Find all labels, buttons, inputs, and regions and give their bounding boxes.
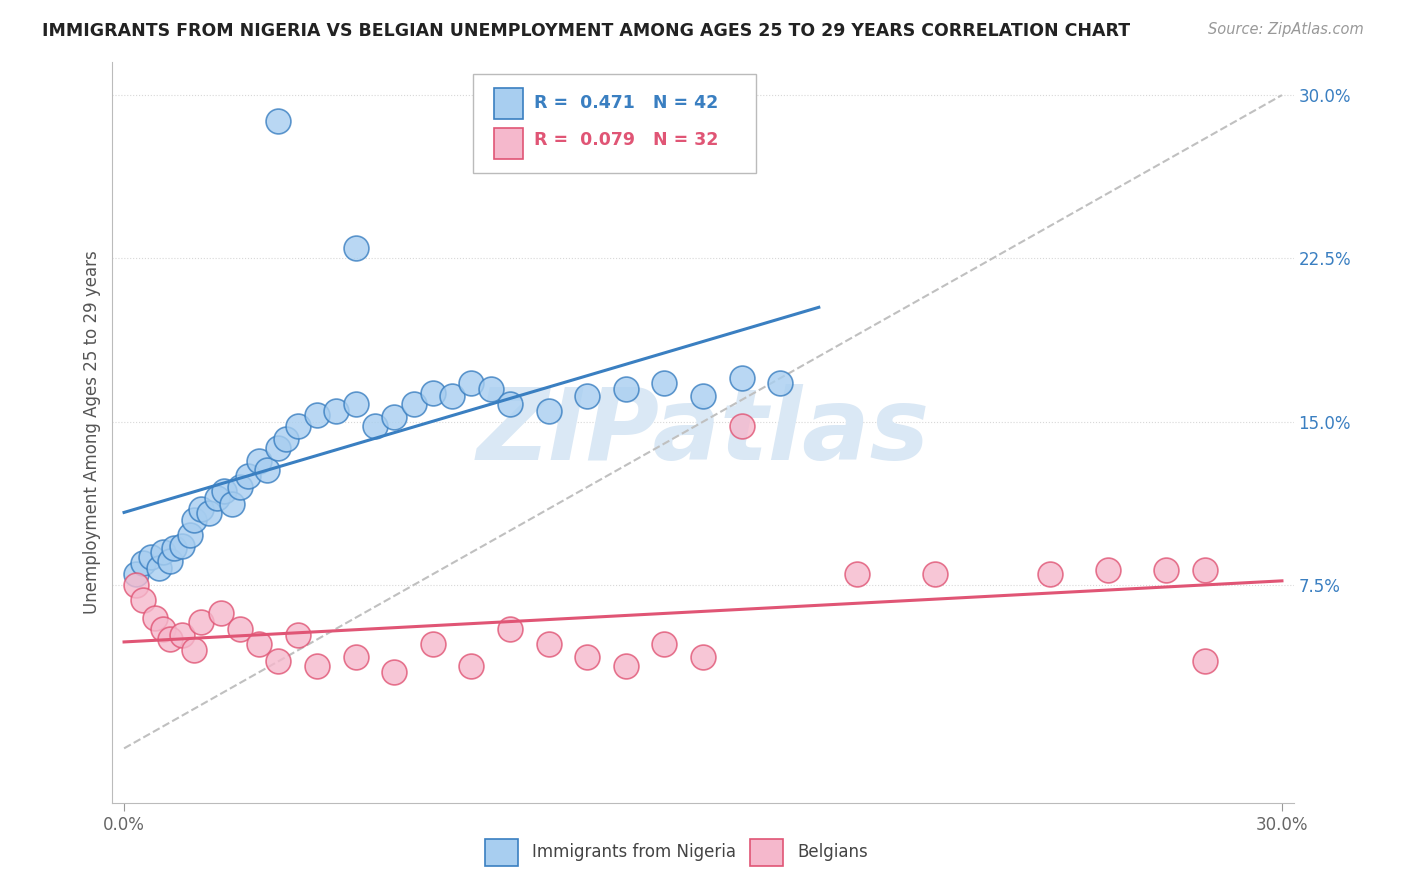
Point bbox=[183, 643, 205, 657]
Point bbox=[499, 622, 522, 636]
Point bbox=[143, 611, 166, 625]
Text: Immigrants from Nigeria: Immigrants from Nigeria bbox=[531, 844, 735, 862]
Point bbox=[221, 498, 243, 512]
Point bbox=[499, 397, 522, 411]
FancyBboxPatch shape bbox=[494, 128, 523, 159]
Text: IMMIGRANTS FROM NIGERIA VS BELGIAN UNEMPLOYMENT AMONG AGES 25 TO 29 YEARS CORREL: IMMIGRANTS FROM NIGERIA VS BELGIAN UNEMP… bbox=[42, 22, 1130, 40]
Point bbox=[190, 501, 212, 516]
Point bbox=[205, 491, 228, 505]
Point bbox=[1194, 654, 1216, 668]
FancyBboxPatch shape bbox=[751, 839, 783, 866]
Point bbox=[247, 454, 270, 468]
Point bbox=[479, 382, 502, 396]
Point bbox=[183, 513, 205, 527]
FancyBboxPatch shape bbox=[485, 839, 517, 866]
Point bbox=[460, 658, 482, 673]
Y-axis label: Unemployment Among Ages 25 to 29 years: Unemployment Among Ages 25 to 29 years bbox=[83, 251, 101, 615]
Point bbox=[614, 382, 637, 396]
Point bbox=[247, 637, 270, 651]
Point bbox=[276, 432, 298, 446]
Point bbox=[769, 376, 792, 390]
Point bbox=[287, 419, 309, 434]
Point bbox=[537, 404, 560, 418]
Point bbox=[576, 649, 599, 664]
Point bbox=[170, 628, 193, 642]
Text: R =  0.079   N = 32: R = 0.079 N = 32 bbox=[534, 131, 718, 149]
Point bbox=[576, 389, 599, 403]
Point bbox=[190, 615, 212, 629]
FancyBboxPatch shape bbox=[494, 88, 523, 120]
Point bbox=[287, 628, 309, 642]
Point bbox=[267, 114, 290, 128]
Text: ZIPatlas: ZIPatlas bbox=[477, 384, 929, 481]
Point bbox=[692, 389, 714, 403]
Point bbox=[382, 665, 405, 680]
Point bbox=[325, 404, 347, 418]
Point bbox=[692, 649, 714, 664]
Point bbox=[730, 419, 752, 434]
Text: Belgians: Belgians bbox=[797, 844, 869, 862]
Point bbox=[1194, 563, 1216, 577]
Point bbox=[179, 528, 201, 542]
Point bbox=[382, 410, 405, 425]
Point bbox=[152, 545, 174, 559]
Point bbox=[1154, 563, 1177, 577]
Point bbox=[124, 578, 146, 592]
Point bbox=[654, 637, 676, 651]
Point bbox=[159, 554, 181, 568]
Point bbox=[344, 397, 367, 411]
Point bbox=[422, 386, 444, 401]
Point bbox=[236, 469, 259, 483]
Point bbox=[124, 567, 146, 582]
Point bbox=[846, 567, 869, 582]
Point bbox=[614, 658, 637, 673]
Point bbox=[267, 654, 290, 668]
Point bbox=[364, 419, 387, 434]
Point bbox=[344, 649, 367, 664]
Point bbox=[163, 541, 186, 555]
Point bbox=[654, 376, 676, 390]
Point bbox=[730, 371, 752, 385]
Point bbox=[132, 593, 155, 607]
Point bbox=[267, 441, 290, 455]
Point bbox=[924, 567, 946, 582]
Point bbox=[152, 622, 174, 636]
Point bbox=[229, 480, 252, 494]
Point bbox=[229, 622, 252, 636]
Point bbox=[305, 408, 328, 422]
Point bbox=[1039, 567, 1062, 582]
Point bbox=[344, 240, 367, 255]
Point bbox=[139, 549, 162, 564]
Text: R =  0.471   N = 42: R = 0.471 N = 42 bbox=[534, 95, 718, 112]
Point bbox=[305, 658, 328, 673]
Point bbox=[148, 560, 170, 574]
Point bbox=[132, 556, 155, 570]
Point bbox=[170, 539, 193, 553]
Point bbox=[198, 506, 221, 520]
Point bbox=[256, 462, 278, 476]
Point bbox=[422, 637, 444, 651]
Point bbox=[402, 397, 425, 411]
Point bbox=[159, 632, 181, 647]
Point bbox=[1097, 563, 1119, 577]
FancyBboxPatch shape bbox=[472, 73, 756, 173]
Point bbox=[214, 484, 236, 499]
Point bbox=[460, 376, 482, 390]
Point bbox=[441, 389, 464, 403]
Text: Source: ZipAtlas.com: Source: ZipAtlas.com bbox=[1208, 22, 1364, 37]
Point bbox=[209, 607, 232, 621]
Point bbox=[537, 637, 560, 651]
